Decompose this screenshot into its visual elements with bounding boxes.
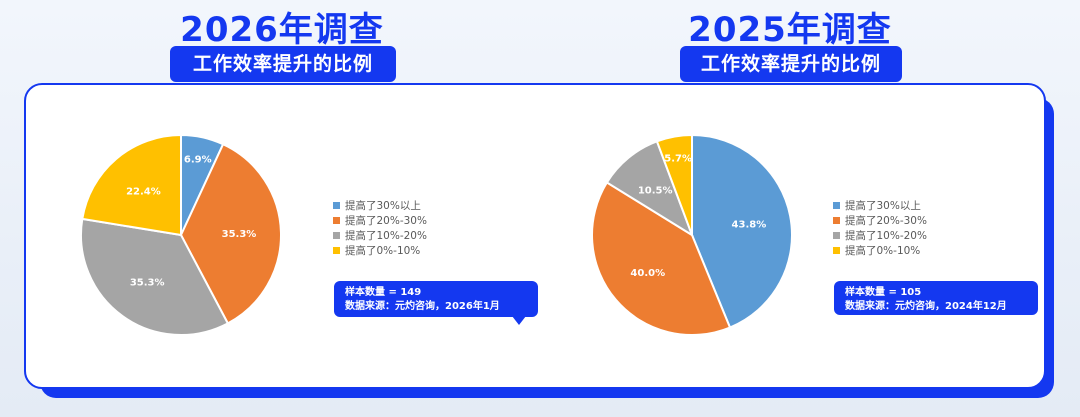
data-label-3: 10.5% — [638, 186, 673, 197]
legend-item: 提高了30%以上 — [333, 199, 427, 214]
sample-size-text: 样本数量 = 105 — [845, 287, 922, 298]
legend-swatch — [333, 217, 340, 224]
chart1-subtitle: 工作效率提升的比例 — [170, 46, 396, 82]
legend-item: 提高了10%-20% — [333, 229, 427, 244]
legend-label: 提高了0%-10% — [845, 245, 921, 257]
pie-chart-2025: 43.8% 40.0% 10.5% 5.7% — [591, 133, 793, 336]
legend-item: 提高了10%-20% — [833, 229, 927, 244]
pie-slice-4 — [81, 133, 182, 237]
legend-item: 提高了0%-10% — [833, 244, 927, 259]
legend-label: 提高了30%以上 — [345, 200, 421, 212]
legend-item: 提高了30%以上 — [833, 199, 927, 214]
sample-size-text: 样本数量 = 149 — [345, 287, 422, 298]
legend-2025: 提高了30%以上 提高了20%-30% 提高了10%-20% 提高了0%-10% — [833, 199, 927, 259]
data-label-1: 6.9% — [184, 154, 212, 165]
pie-slice-2 — [179, 142, 282, 325]
pie-chart-2026: 6.9% 35.3% 35.3% 22.4% — [80, 133, 282, 336]
legend-swatch — [833, 247, 840, 254]
legend-label: 提高了10%-20% — [345, 230, 427, 242]
pie-slice-1 — [691, 133, 793, 329]
legend-2026: 提高了30%以上 提高了20%-30% 提高了10%-20% 提高了0%-10% — [333, 199, 427, 259]
callout-tail — [512, 316, 526, 325]
sample-callout-2026: 样本数量 = 149 数据来源：元灼咨询，2026年1月 — [334, 281, 538, 317]
legend-label: 提高了20%-30% — [845, 215, 927, 227]
chart2-heading: 2025年调查 — [688, 10, 892, 50]
chart2-subtitle: 工作效率提升的比例 — [680, 46, 902, 82]
legend-swatch — [833, 202, 840, 209]
legend-swatch — [333, 202, 340, 209]
legend-label: 提高了30%以上 — [845, 200, 921, 212]
data-source-text: 数据来源：元灼咨询，2024年12月 — [845, 301, 1007, 312]
chart1-heading: 2026年调查 — [180, 10, 384, 50]
legend-label: 提高了0%-10% — [345, 245, 421, 257]
legend-swatch — [333, 247, 340, 254]
legend-swatch — [833, 232, 840, 239]
data-label-1: 43.8% — [732, 219, 767, 230]
sample-callout-2025: 样本数量 = 105 数据来源：元灼咨询，2024年12月 — [834, 281, 1038, 315]
legend-label: 提高了20%-30% — [345, 215, 427, 227]
legend-swatch — [333, 232, 340, 239]
legend-swatch — [833, 217, 840, 224]
data-label-4: 5.7% — [664, 154, 692, 165]
legend-item: 提高了20%-30% — [833, 214, 927, 229]
pie-slice-4 — [655, 133, 693, 236]
data-label-2: 35.3% — [222, 229, 257, 240]
legend-item: 提高了20%-30% — [333, 214, 427, 229]
data-label-3: 35.3% — [130, 278, 165, 289]
pie-slice-2 — [591, 181, 732, 336]
data-label-2: 40.0% — [630, 268, 665, 279]
data-label-4: 22.4% — [126, 186, 161, 197]
pie-slice-3 — [80, 217, 230, 336]
data-source-text: 数据来源：元灼咨询，2026年1月 — [345, 301, 500, 312]
legend-label: 提高了10%-20% — [845, 230, 927, 242]
legend-item: 提高了0%-10% — [333, 244, 427, 259]
